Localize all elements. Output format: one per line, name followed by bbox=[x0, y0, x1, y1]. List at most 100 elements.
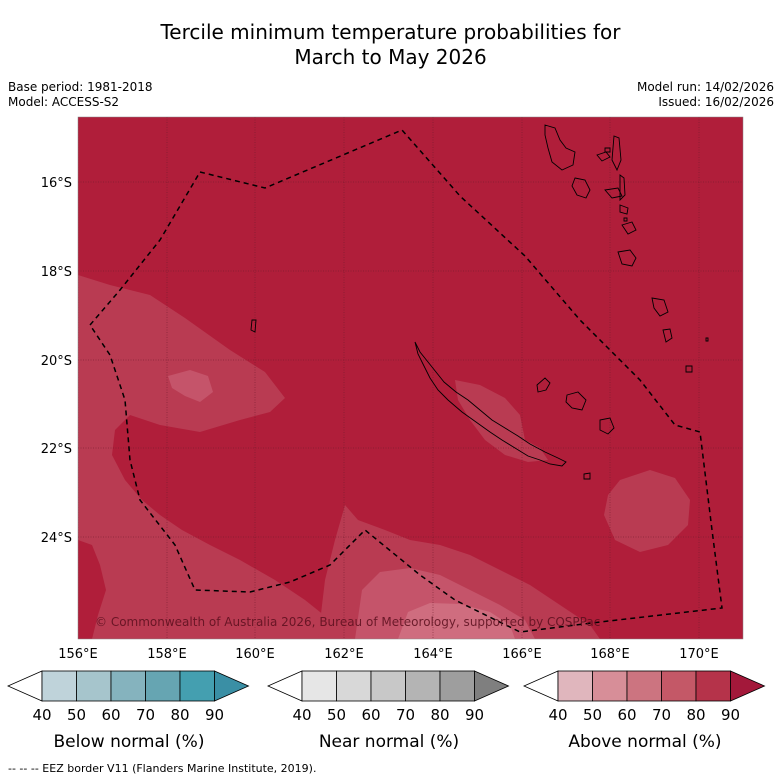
colorbar-tick-label: 90 bbox=[205, 706, 224, 724]
tanna bbox=[651, 297, 669, 317]
colorbar-segment bbox=[439, 670, 475, 702]
colorbar-segment bbox=[76, 670, 112, 702]
colorbar-tick-label: 70 bbox=[136, 706, 155, 724]
colorbar-min-extend bbox=[267, 670, 303, 702]
lat-label: 16°S bbox=[41, 176, 72, 191]
colorbar-max-extend bbox=[730, 670, 766, 702]
coastlines bbox=[250, 124, 709, 480]
probability-zone-80-east bbox=[604, 470, 690, 552]
colorbar-tick-label: 50 bbox=[583, 706, 602, 724]
colorbar-min-extend bbox=[523, 670, 559, 702]
colorbar-above-normal bbox=[523, 670, 766, 702]
colorbar-below-normal bbox=[7, 670, 250, 702]
ambae bbox=[596, 151, 611, 162]
colorbar-tick-label: 60 bbox=[361, 706, 380, 724]
banks-islet bbox=[604, 147, 611, 153]
title-line-1: Tercile minimum temperature probabilitie… bbox=[160, 20, 621, 44]
lon-label: 170°E bbox=[679, 647, 719, 662]
colorbar-tick-label: 80 bbox=[170, 706, 189, 724]
model-run: Model run: 14/02/2026 bbox=[636, 80, 774, 94]
colorbar-title-near: Near normal (%) bbox=[319, 732, 459, 752]
epi bbox=[619, 204, 629, 215]
model-name: Model: ACCESS-S2 bbox=[8, 95, 120, 109]
colorbar-ticks-near: 40 50 60 70 80 90 bbox=[292, 706, 484, 724]
maewo bbox=[611, 135, 622, 172]
base-period: Base period: 1981-2018 bbox=[8, 80, 153, 94]
eez-border bbox=[89, 129, 723, 633]
gridlines bbox=[78, 117, 743, 639]
colorbar-near-normal bbox=[267, 670, 510, 702]
longitude-labels: 156°E 158°E 160°E 162°E 164°E 166°E 168°… bbox=[58, 647, 719, 662]
colorbar-tick-label: 80 bbox=[686, 706, 705, 724]
colorbar-tick-label: 40 bbox=[32, 706, 51, 724]
lon-label: 162°E bbox=[324, 647, 364, 662]
lon-label: 166°E bbox=[502, 647, 542, 662]
map-area: © Commonwealth of Australia 2026, Bureau… bbox=[78, 117, 743, 639]
probability-zone-70-west bbox=[168, 370, 213, 402]
lat-label: 18°S bbox=[41, 265, 72, 280]
colorbar-segment bbox=[405, 670, 441, 702]
colorbar-labels: 40 50 60 70 80 90 40 50 60 70 80 90 40 50 60 70 80 90 B… bbox=[32, 706, 740, 752]
map-frame bbox=[77, 116, 744, 640]
colorbar-tick-label: 80 bbox=[430, 706, 449, 724]
loyalty-island-2 bbox=[565, 391, 587, 411]
lat-label: 24°S bbox=[41, 531, 72, 546]
malekula bbox=[571, 177, 591, 199]
colorbar-segment bbox=[661, 670, 697, 702]
colorbar-segment bbox=[41, 670, 77, 702]
probability-zone-90-southwest bbox=[78, 540, 106, 639]
isle-of-pines bbox=[583, 472, 591, 480]
lon-label: 160°E bbox=[235, 647, 275, 662]
colorbar-segment bbox=[557, 670, 593, 702]
colorbar-tick-label: 50 bbox=[67, 706, 86, 724]
colorbar-max-extend bbox=[214, 670, 250, 702]
chesterfield-islet bbox=[250, 319, 257, 333]
issued-date: Issued: 16/02/2026 bbox=[658, 95, 774, 109]
probability-zone-60-south bbox=[398, 603, 515, 639]
espiritu-santo bbox=[544, 124, 576, 171]
colorbar-segment bbox=[695, 670, 731, 702]
lon-label: 168°E bbox=[590, 647, 630, 662]
aneityum bbox=[662, 328, 673, 343]
colorbar-tick-label: 90 bbox=[721, 706, 740, 724]
latitude-labels: 16°S 18°S 20°S 22°S 24°S bbox=[41, 176, 72, 546]
erromango bbox=[617, 249, 637, 267]
colorbar-tick-label: 60 bbox=[101, 706, 120, 724]
probability-zone-80-new-caledonia bbox=[455, 380, 548, 462]
loyalty-island-3 bbox=[599, 417, 615, 435]
colorbar-tick-label: 40 bbox=[548, 706, 567, 724]
copyright-notice: © Commonwealth of Australia 2026, Bureau… bbox=[95, 615, 600, 629]
colorbar-tick-label: 40 bbox=[292, 706, 311, 724]
new-caledonia-coast bbox=[414, 341, 567, 467]
colorbar-tick-label: 70 bbox=[652, 706, 671, 724]
loyalty-island-1 bbox=[536, 377, 551, 393]
colorbar-segment bbox=[370, 670, 406, 702]
colorbar-ticks-below: 40 50 60 70 80 90 bbox=[32, 706, 224, 724]
ambrym bbox=[604, 187, 623, 199]
colorbar-segment bbox=[592, 670, 628, 702]
lat-label: 20°S bbox=[41, 354, 72, 369]
probability-zone-80-west bbox=[78, 275, 345, 639]
colorbar-title-above: Above normal (%) bbox=[568, 732, 721, 752]
colorbar-segment bbox=[179, 670, 215, 702]
colorbar-segment bbox=[626, 670, 662, 702]
meta-right: Model run: 14/02/2026 Issued: 16/02/2026 bbox=[637, 80, 774, 110]
colorbar-min-extend bbox=[7, 670, 43, 702]
walpole-islet bbox=[705, 337, 709, 342]
title-line-2: March to May 2026 bbox=[294, 45, 487, 69]
colorbar-segment bbox=[301, 670, 337, 702]
colorbar-title-below: Below normal (%) bbox=[54, 732, 205, 752]
lon-label: 158°E bbox=[147, 647, 187, 662]
lat-label: 22°S bbox=[41, 442, 72, 457]
lon-label: 164°E bbox=[413, 647, 453, 662]
matthew-island bbox=[685, 365, 693, 373]
colorbar-tick-label: 70 bbox=[396, 706, 415, 724]
colorbar-tick-label: 60 bbox=[617, 706, 636, 724]
map-title: Tercile minimum temperature probabilitie… bbox=[0, 20, 781, 70]
meta-left: Base period: 1981-2018 Model: ACCESS-S2 bbox=[8, 80, 153, 110]
torres-islet bbox=[623, 217, 628, 222]
colorbar-segment bbox=[336, 670, 372, 702]
lon-label: 156°E bbox=[58, 647, 98, 662]
colorbar-segment bbox=[145, 670, 181, 702]
